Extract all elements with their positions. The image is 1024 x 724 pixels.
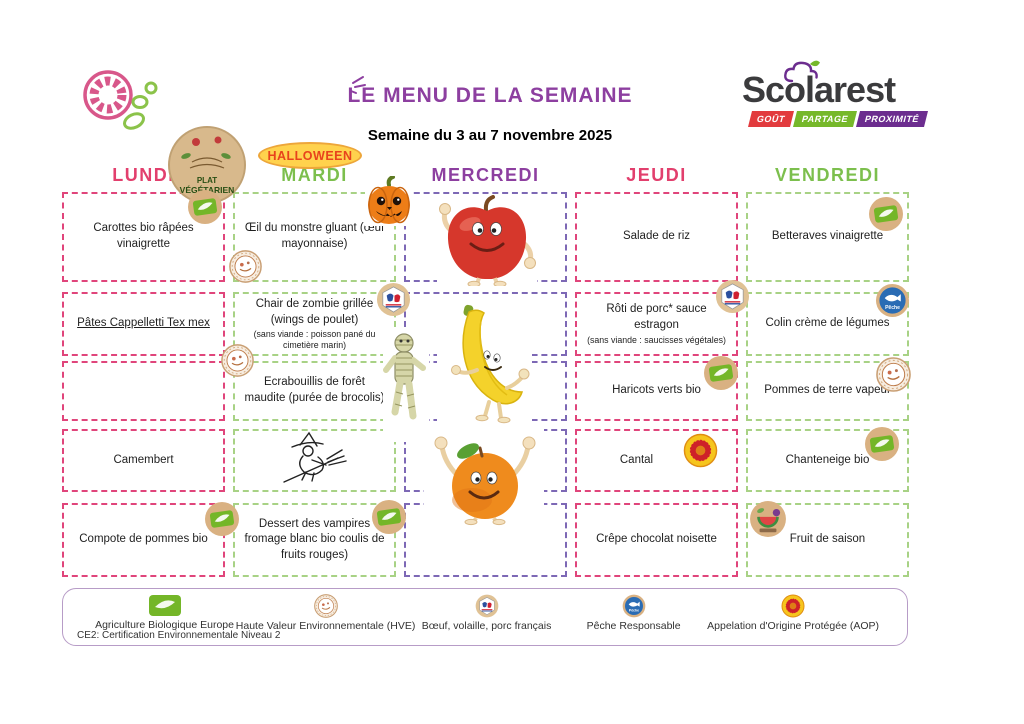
day-header-jeudi: JEUDI bbox=[626, 165, 687, 185]
apple-character-icon bbox=[437, 194, 537, 286]
hve-icon bbox=[314, 594, 338, 618]
menu-item-text: Carottes bio râpées vinaigrette bbox=[93, 222, 194, 250]
responsible-fishing-icon bbox=[622, 594, 646, 618]
french-meat-icon bbox=[475, 594, 499, 618]
hve-badge bbox=[221, 344, 254, 377]
menu-cell-mardi-r5: Dessert des vampires fromage blanc bio c… bbox=[233, 503, 396, 577]
tagline-partage: PARTAGE bbox=[793, 111, 858, 127]
mummy-icon bbox=[383, 330, 429, 442]
menu-item-text: Compote de pommes bio bbox=[79, 533, 208, 546]
cloud-leaf-icon bbox=[784, 60, 820, 83]
menu-cell-vendredi-r1: Betteraves vinaigrette bbox=[746, 192, 909, 282]
menu-cell-jeudi-r5: Crêpe chocolat noisette bbox=[575, 503, 738, 577]
aop-badge bbox=[683, 433, 718, 468]
menu-item-text: Œil du monstre gluant (œuf mayonnaise) bbox=[244, 222, 385, 250]
legend-label: Agriculture Biologique Europe bbox=[95, 619, 234, 631]
bio-badge bbox=[868, 196, 904, 232]
menu-cell-mardi-r3: Ecrabouillis de forêt maudite (purée de … bbox=[233, 361, 396, 421]
bio-badge bbox=[204, 501, 240, 537]
menu-item-text: Colin crème de légumes bbox=[765, 317, 890, 330]
legend-box: Agriculture Biologique Europe Haute Vale… bbox=[62, 588, 908, 646]
hve-badge bbox=[229, 250, 262, 283]
banana-character-icon bbox=[437, 296, 532, 424]
menu-cell-lundi-r4: Camembert bbox=[62, 429, 225, 492]
bio-icon bbox=[148, 595, 181, 616]
responsible-fishing-badge bbox=[875, 283, 910, 318]
day-header-lundi: LUNDI bbox=[112, 165, 175, 185]
legend-item-bio: Agriculture Biologique Europe bbox=[91, 594, 238, 631]
brand-taglines: GOÛT PARTAGE PROXIMITÉ bbox=[748, 111, 929, 127]
day-header-mardi: MARDI bbox=[281, 165, 348, 185]
bio-badge bbox=[187, 189, 223, 225]
menu-item-text: Camembert bbox=[113, 453, 174, 466]
menu-item-text: Crêpe chocolat noisette bbox=[596, 533, 717, 546]
menu-item-text: Betteraves vinaigrette bbox=[771, 230, 884, 243]
week-subtitle: Semaine du 3 au 7 novembre 2025 bbox=[367, 127, 613, 144]
scolarest-logo: Scolarest GOÛT PARTAGE PROXIMITÉ bbox=[742, 60, 929, 127]
menu-item-text: Salade de riz bbox=[622, 230, 691, 243]
menu-cell-jeudi-r3: Haricots verts bio bbox=[575, 361, 738, 421]
tagline-gout: GOÛT bbox=[748, 111, 794, 127]
legend-item-aop: Appelation d'Origine Protégée (AOP) bbox=[707, 594, 879, 632]
veg-badge-line2: VÉGÉTARIEN bbox=[180, 185, 235, 195]
legend-label: Haute Valeur Environnementale (HVE) bbox=[235, 620, 416, 632]
menu-item-text: Pommes de terre vapeur bbox=[764, 384, 891, 397]
legend-footnote: CE2: Certification Environnementale Nive… bbox=[77, 630, 281, 641]
menu-item-text: Ecrabouillis de forêt maudite (purée de … bbox=[244, 376, 385, 404]
brand-name: Scolarest bbox=[742, 69, 896, 110]
legend-label: Appelation d'Origine Protégée (AOP) bbox=[707, 620, 879, 632]
seasonal-fruit-badge bbox=[749, 500, 787, 538]
legend-item-french-meat: Bœuf, volaille, porc français bbox=[413, 594, 560, 632]
menu-item-subtext: (sans viande : poisson pané du cimetière… bbox=[253, 329, 376, 351]
day-header-vendredi: VENDREDI bbox=[774, 165, 880, 185]
title-sparkle-icon bbox=[350, 76, 366, 94]
orange-character-icon bbox=[424, 426, 544, 526]
hve-badge bbox=[876, 357, 911, 392]
pumpkin-icon bbox=[365, 176, 413, 226]
bio-badge bbox=[864, 426, 900, 462]
day-header-mercredi: MERCREDI bbox=[431, 165, 540, 185]
menu-item-text: Chair de zombie grillée (wings de poulet… bbox=[255, 298, 374, 326]
menu-item-text: Haricots verts bio bbox=[612, 384, 701, 397]
menu-cell-lundi-r5: Compote de pommes bio bbox=[62, 503, 225, 577]
menu-cell-mardi-r2: Chair de zombie grillée (wings de poulet… bbox=[233, 292, 396, 356]
bio-badge bbox=[371, 499, 407, 535]
menu-item-text: Fruit de saison bbox=[789, 533, 866, 546]
menu-cell-jeudi-r1: Salade de riz bbox=[575, 192, 738, 282]
halloween-label: HALLOWEEN bbox=[267, 148, 353, 163]
halloween-event-badge: HALLOWEEN bbox=[258, 142, 362, 169]
menu-cell-lundi-r2: Pâtes Cappelletti Tex mex bbox=[62, 292, 225, 356]
veg-badge-line1: PLAT bbox=[197, 176, 217, 185]
menu-item-text: Pâtes Cappelletti Tex mex bbox=[77, 317, 210, 330]
menu-item-text: Cantal bbox=[619, 453, 654, 466]
menu-cell-jeudi-r2: Rôti de porc* sauce estragon (sans viande… bbox=[575, 292, 738, 356]
tagline-proximite: PROXIMITÉ bbox=[856, 111, 929, 127]
bio-badge bbox=[703, 355, 739, 391]
witch-icon bbox=[283, 431, 347, 483]
french-meat-badge bbox=[715, 279, 750, 314]
page-title: LE MENU DE LA SEMAINE bbox=[347, 84, 633, 107]
menu-item-subtext: (sans viande : saucisses végétales) bbox=[587, 334, 726, 345]
french-meat-badge bbox=[376, 282, 411, 317]
menu-item-text: Chanteneige bio bbox=[785, 453, 870, 466]
legend-item-peche: Pêche Responsable bbox=[560, 594, 707, 632]
legend-label: Pêche Responsable bbox=[586, 620, 681, 632]
menu-cell-lundi-r3 bbox=[62, 361, 225, 421]
legend-label: Bœuf, volaille, porc français bbox=[421, 620, 552, 632]
pink-stamp-doodle-icon bbox=[83, 70, 158, 130]
menu-item-text: Dessert des vampires fromage blanc bio c… bbox=[244, 517, 385, 561]
legend-item-hve: Haute Valeur Environnementale (HVE) bbox=[235, 594, 416, 632]
aop-icon bbox=[781, 594, 805, 618]
menu-item-text: Rôti de porc* sauce estragon bbox=[606, 303, 707, 331]
